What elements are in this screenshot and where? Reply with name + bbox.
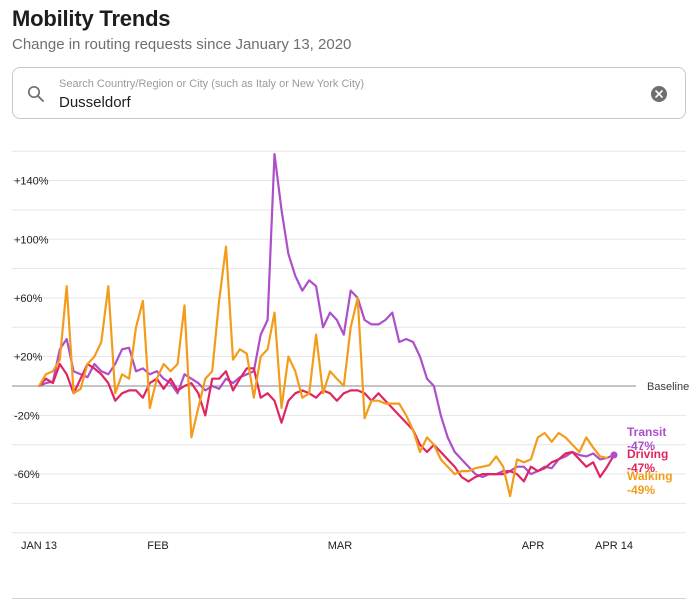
- end-dot-transit: [610, 451, 618, 459]
- series-line-driving: [37, 362, 616, 483]
- series-value-driving: -47%: [627, 461, 655, 475]
- search-input[interactable]: Dusseldorf: [59, 94, 131, 111]
- search-icon: [27, 85, 45, 103]
- clear-search-icon[interactable]: [651, 86, 667, 102]
- baseline-label: Baseline: [647, 381, 689, 393]
- y-tick-label: +140%: [14, 176, 49, 188]
- series-label-walking: Walking: [627, 469, 673, 483]
- y-tick-label: -20%: [14, 410, 40, 422]
- x-tick-label: APR 14: [595, 540, 633, 552]
- series-line-walking: [37, 245, 609, 498]
- y-tick-label: +20%: [14, 352, 43, 364]
- divider: [12, 598, 686, 599]
- page-title: Mobility Trends: [12, 6, 171, 31]
- mobility-chart: +140% +100% +60% +20% -20% -60% Baseline JAN 13…: [12, 150, 689, 552]
- series-label-driving: Driving: [627, 447, 668, 461]
- x-tick-label: FEB: [147, 540, 168, 552]
- x-tick-label: JAN 13: [21, 540, 57, 552]
- search-box[interactable]: Search Country/Region or City (such as I…: [12, 67, 686, 119]
- x-tick-label: APR: [522, 540, 545, 552]
- x-tick-label: MAR: [328, 540, 353, 552]
- series-value-transit: -47%: [627, 439, 655, 453]
- y-tick-label: +100%: [14, 234, 49, 246]
- y-tick-label: -60%: [14, 469, 40, 481]
- page-subtitle: Change in routing requests since January…: [12, 36, 352, 53]
- search-placeholder: Search Country/Region or City (such as I…: [59, 78, 365, 90]
- y-tick-label: +60%: [14, 293, 43, 305]
- series-value-walking: -49%: [627, 483, 655, 497]
- series-line-transit: [37, 153, 616, 479]
- series-label-transit: Transit: [627, 425, 666, 439]
